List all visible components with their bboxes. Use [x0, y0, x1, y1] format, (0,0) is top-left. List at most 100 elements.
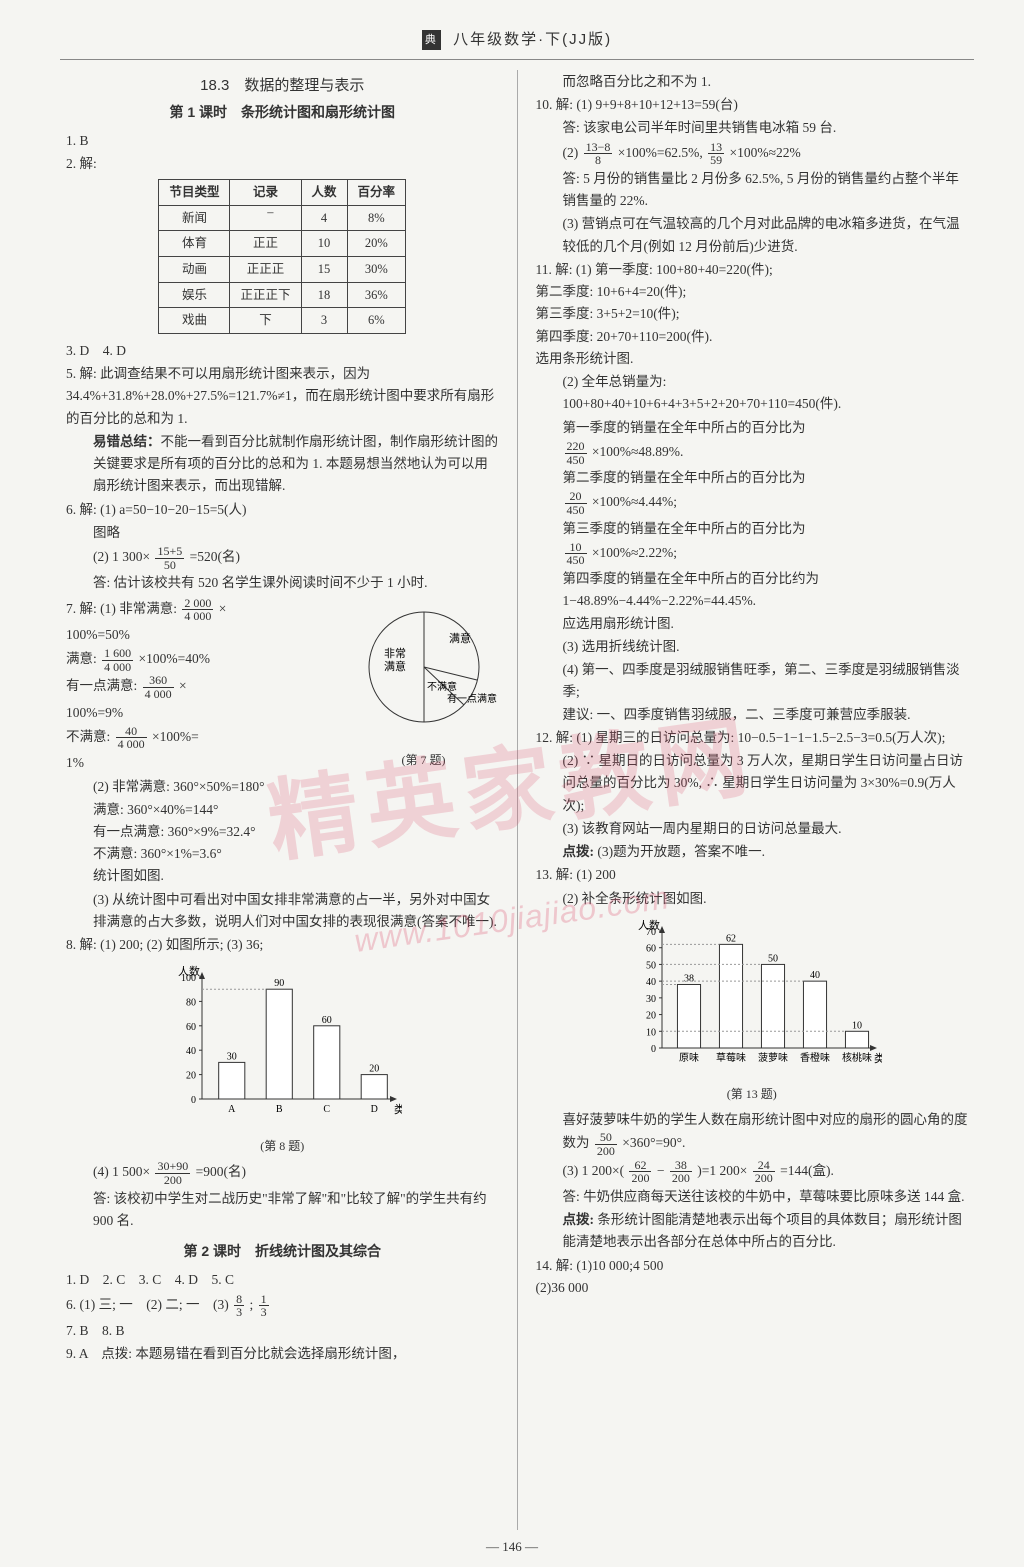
svg-text:38: 38 [684, 973, 694, 984]
a13-angle: 喜好菠萝味牛奶的学生人数在扇形统计图中对应的扇形的圆心角的度数为 50200 ×… [536, 1109, 969, 1157]
a11-q3-eq: 10450 ×100%≈2.22%; [536, 541, 969, 567]
fraction: 30+90200 [155, 1160, 190, 1186]
th-percent: 百分率 [347, 180, 406, 206]
svg-text:20: 20 [646, 1011, 656, 1022]
svg-text:类别: 类别 [874, 1051, 882, 1065]
lesson1-title: 第 1 课时 条形统计图和扇形统计图 [66, 101, 499, 124]
svg-text:原味: 原味 [679, 1052, 699, 1064]
fraction: 24200 [753, 1159, 775, 1185]
a13-db: 点拨: 条形统计图能清楚地表示出每个项目的具体数目；扇形统计图能清楚地表示出各部… [536, 1209, 969, 1254]
svg-text:40: 40 [810, 970, 820, 981]
q13-bar-chart: 010203040506070人数类别38原味62草莓味50菠萝味40香橙味10… [536, 916, 969, 1105]
svg-text:30: 30 [646, 994, 656, 1005]
a13-1: 13. 解: (1) 200 [536, 864, 969, 886]
fraction: 404 000 [116, 725, 147, 751]
two-column-layout: 18.3 数据的整理与表示 第 1 课时 条形统计图和扇形统计图 1. B 2.… [60, 70, 974, 1530]
a13-3: (3) 1 200×( 62200 − 38200 )=1 200× 24200… [536, 1159, 969, 1185]
svg-text:0: 0 [651, 1044, 656, 1055]
th-record: 记录 [230, 180, 301, 206]
bar13-svg: 010203040506070人数类别38原味62草莓味50菠萝味40香橙味10… [622, 916, 882, 1076]
a11-q1: 第一季度的销量在全年中所占的百分比为 [536, 417, 969, 439]
answer-5-error: 易错总结：易错总结：不能一看到百分比就制作扇形统计图，制作扇形统计图的关键要求是… [66, 431, 499, 498]
pie-label-very: 非常 [384, 647, 406, 660]
a12-db: 点拨: (3)题为开放题，答案不唯一. [536, 841, 969, 863]
svg-text:C: C [324, 1104, 331, 1115]
svg-text:核桃味: 核桃味 [842, 1051, 872, 1064]
answer-11-1: 11. 解: (1) 第一季度: 100+80+40=220(件); 第二季度:… [536, 259, 969, 370]
cont-9: 而忽略百分比之和不为 1. [536, 71, 969, 93]
svg-text:30: 30 [227, 1052, 237, 1063]
header-title: 八年级数学·下(JJ版) [453, 31, 612, 48]
svg-text:10: 10 [852, 1020, 862, 1031]
pie-label-some: 有一点满意 [447, 692, 497, 705]
fraction: 220450 [565, 440, 587, 466]
a7-3c: 100%=9% [66, 702, 339, 724]
table-row: 娱乐正正正下1836% [159, 282, 406, 308]
bar8-caption: (第 8 题) [66, 1137, 499, 1157]
answer-5: 5. 解: 此调查结果不可以用扇形统计图来表示，因为 34.4%+31.8%+2… [66, 363, 499, 430]
a13-ans: 答: 牛奶供应商每天送往该校的牛奶中，草莓味要比原味多送 144 盒. [536, 1186, 969, 1208]
fraction: 13 [259, 1293, 269, 1319]
pie-label-very2: 满意 [384, 659, 406, 673]
fraction: 13−88 [584, 141, 613, 167]
answer-8-ans: 答: 该校初中学生对二战历史"非常了解"和"比较了解"的学生共有约 900 名. [66, 1188, 499, 1233]
a11-3: (3) 选用折线统计图. [536, 636, 969, 658]
q7-pie-chart: 满意 非常 满意 有一点满意 不满意 (第 7 题) [349, 602, 499, 771]
answer-8-4: (4) 1 500× 30+90200 =900(名) [66, 1160, 499, 1186]
a7-2-block: (2) 非常满意: 360°×50%=180° 满意: 360°×40%=144… [66, 776, 499, 887]
pie-label-not: 不满意 [427, 680, 457, 693]
page: 典 八年级数学·下(JJ版) 精英家教网 www.1010jiajiao.com… [0, 0, 1024, 1567]
th-count: 人数 [301, 180, 347, 206]
answer-6-2: (2) 1 300× 15+550 =520(名) [66, 545, 499, 571]
svg-text:0: 0 [191, 1095, 196, 1106]
fraction: 20450 [565, 490, 587, 516]
answer-10-2: (2) 13−88 ×100%=62.5%, 1359 ×100%≈22% [536, 141, 969, 167]
answer-2-prefix: 2. 解: [66, 153, 499, 175]
answer-3-4: 3. D 4. D [66, 340, 499, 362]
fraction: 50200 [595, 1131, 617, 1157]
logo-badge: 典 [422, 30, 441, 50]
bar13-caption: (第 13 题) [536, 1085, 969, 1105]
page-header: 典 八年级数学·下(JJ版) [60, 28, 974, 53]
a11-q2-eq: 20450 ×100%≈4.44%; [536, 490, 969, 516]
answer-7-1: 7. 解: (1) 非常满意: 2 0004 000 × [66, 597, 339, 623]
fraction: 10450 [565, 541, 587, 567]
svg-text:20: 20 [186, 1071, 196, 1082]
a13-2: (2) 补全条形统计图如图. [536, 888, 969, 910]
svg-text:90: 90 [275, 979, 285, 990]
svg-text:62: 62 [726, 933, 736, 944]
a7-4c: 1% [66, 752, 339, 774]
pie-caption: (第 7 题) [349, 751, 499, 771]
answer-10-2ans: 答: 5 月份的销售量比 2 月份多 62.5%, 5 月份的销售量约占整个半年… [536, 168, 969, 213]
fraction: 1359 [708, 141, 724, 167]
a12-2: (2) ∵ 星期日的日访问总量为 3 万人次，星期日学生日访问量占日访问总量的百… [536, 750, 969, 817]
table-row: 动画正正正1530% [159, 257, 406, 283]
answer-7-3: 有一点满意: 3604 000 × [66, 674, 339, 700]
a14: 14. 解: (1)10 000;4 500 (2)36 000 [536, 1255, 969, 1300]
q2-table: 节目类型 记录 人数 百分率 新闻正̅48% 体育正正1020% 动画正正正15… [158, 179, 406, 334]
fraction: 1 6004 000 [102, 647, 133, 673]
svg-text:菠萝味: 菠萝味 [758, 1052, 788, 1064]
answer-6-1: 6. 解: (1) a=50−10−20−15=5(人) [66, 499, 499, 521]
svg-text:20: 20 [370, 1064, 380, 1075]
fraction: 38200 [670, 1159, 692, 1185]
l2-a1-5: 1. D 2. C 3. C 4. D 5. C [66, 1269, 499, 1291]
svg-text:香橙味: 香橙味 [800, 1051, 830, 1064]
svg-text:60: 60 [186, 1022, 196, 1033]
table-row: 新闻正̅48% [159, 205, 406, 231]
answer-10-3: (3) 营销点可在气温较高的几个月对此品牌的电冰箱多进货，在气温较低的几个月(例… [536, 213, 969, 258]
pie-label-satisfied: 满意 [449, 631, 471, 645]
answer-10-1: 10. 解: (1) 9+9+8+10+12+13=59(台) [536, 94, 969, 116]
a11-q3: 第三季度的销量在全年中所占的百分比为 [536, 518, 969, 540]
table-row: 戏曲下36% [159, 308, 406, 334]
a11-q1-eq: 220450 ×100%≈48.89%. [536, 440, 969, 466]
answer-7-2: 满意: 1 6004 000 ×100%=40% [66, 647, 339, 673]
table-row: 体育正正1020% [159, 231, 406, 257]
answer-6-1b: 图略 [66, 522, 499, 544]
a7-1c: 100%=50% [66, 624, 339, 646]
answer-11-2: (2) 全年总销量为: 100+80+40+10+6+4+3+5+2+20+70… [536, 371, 969, 416]
a11-q2: 第二季度的销量在全年中所占的百分比为 [536, 467, 969, 489]
answer-7-4: 不满意: 404 000 ×100%= [66, 725, 339, 751]
l2-a9: 9. A 点拨: 本题易错在看到百分比就会选择扇形统计图， [66, 1343, 499, 1365]
th-type: 节目类型 [159, 180, 230, 206]
